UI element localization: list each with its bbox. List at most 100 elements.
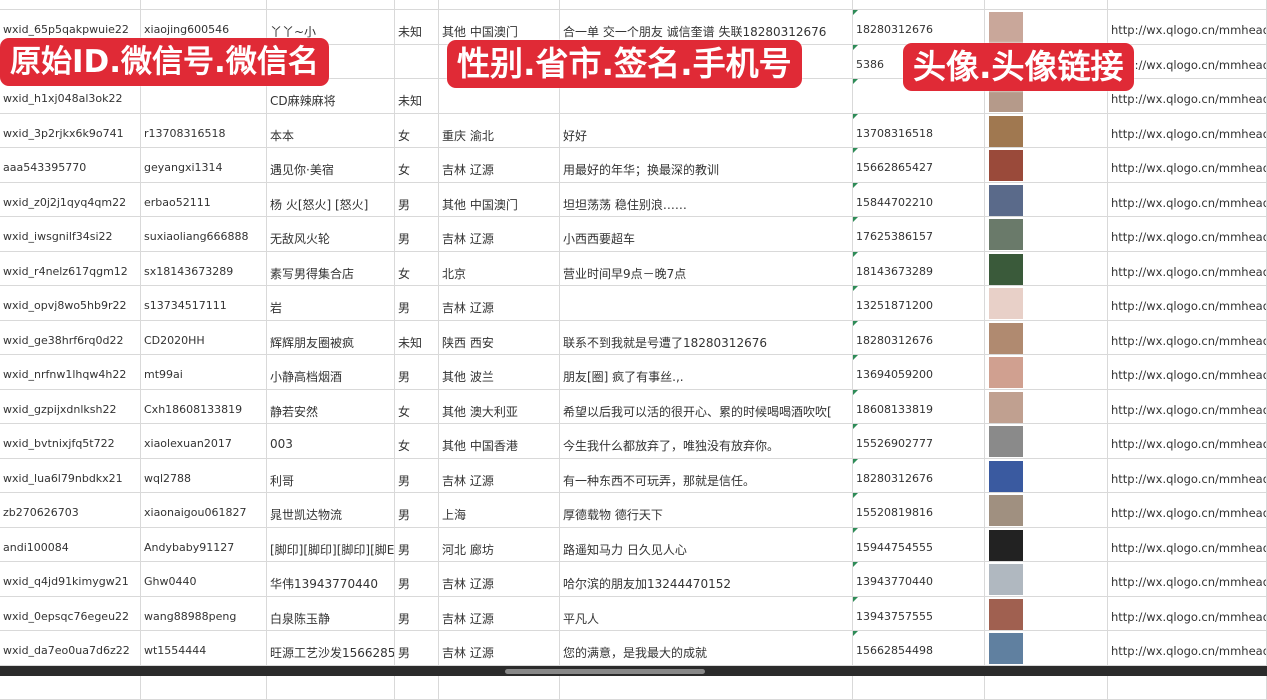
cell-region[interactable]: 其他 波兰 xyxy=(439,355,560,389)
cell-region[interactable]: 吉林 辽源 xyxy=(439,148,560,182)
cell-link[interactable] xyxy=(1108,0,1267,9)
cell-gender[interactable]: 男 xyxy=(395,355,439,389)
cell-gender[interactable]: 女 xyxy=(395,252,439,286)
cell-orig-id[interactable]: andi100084 xyxy=(0,528,141,562)
cell-region[interactable]: 吉林 辽源 xyxy=(439,217,560,251)
cell-phone[interactable]: 18608133819 xyxy=(853,390,985,424)
cell-orig-id[interactable]: wxid_gzpijxdnlksh22 xyxy=(0,390,141,424)
cell-phone[interactable]: 18280312676 xyxy=(853,321,985,355)
cell-orig-id[interactable]: wxid_da7eo0ua7d6z22 xyxy=(0,631,141,665)
cell-link[interactable]: http://wx.qlogo.cn/mmhead xyxy=(1108,10,1267,44)
avatar-image[interactable] xyxy=(989,185,1023,216)
cell-signature[interactable] xyxy=(560,0,853,9)
cell-link[interactable]: http://wx.qlogo.cn/mmhead xyxy=(1108,597,1267,631)
cell-link[interactable]: http://wx.qlogo.cn/mmhead xyxy=(1108,493,1267,527)
cell-wechat-id[interactable]: wt1554444 xyxy=(141,631,267,665)
cell-region[interactable]: 河北 廊坊 xyxy=(439,528,560,562)
cell-phone[interactable]: 17625386157 xyxy=(853,217,985,251)
cell-phone[interactable]: 18280312676 xyxy=(853,459,985,493)
cell-wechat-id[interactable]: CD2020HH xyxy=(141,321,267,355)
cell-wechat-id[interactable]: erbao52111 xyxy=(141,183,267,217)
cell-region[interactable]: 陕西 西安 xyxy=(439,321,560,355)
cell-wechat-id[interactable]: sx18143673289 xyxy=(141,252,267,286)
cell-phone[interactable]: 18280312676 xyxy=(853,10,985,44)
cell-signature[interactable]: 今生我什么都放弃了，唯独没有放弃你。 xyxy=(560,424,853,458)
cell-orig-id[interactable]: wxid_z0j2j1qyq4qm22 xyxy=(0,183,141,217)
cell-avatar[interactable] xyxy=(985,631,1108,665)
avatar-image[interactable] xyxy=(989,219,1023,250)
cell-link[interactable]: http://wx.qlogo.cn/mmhead xyxy=(1108,390,1267,424)
cell-name[interactable] xyxy=(267,0,395,9)
cell-phone[interactable]: 15944754555 xyxy=(853,528,985,562)
cell-signature[interactable]: 哈尔滨的朋友加13244470152 xyxy=(560,562,853,596)
cell-name[interactable]: 本本 xyxy=(267,114,395,148)
cell-region[interactable]: 吉林 辽源 xyxy=(439,597,560,631)
cell-phone[interactable] xyxy=(853,0,985,9)
cell-name[interactable]: 无敌风火轮 xyxy=(267,217,395,251)
cell-gender[interactable] xyxy=(395,0,439,9)
cell-name[interactable]: 岩 xyxy=(267,286,395,320)
cell-name[interactable]: 白泉陈玉静 xyxy=(267,597,395,631)
cell-avatar[interactable] xyxy=(985,183,1108,217)
cell-wechat-id[interactable]: Andybaby91127 xyxy=(141,528,267,562)
cell-signature[interactable]: 平凡人 xyxy=(560,597,853,631)
cell-wechat-id[interactable]: suxiaoliang666888 xyxy=(141,217,267,251)
cell-signature[interactable]: 营业时间早9点－晚7点 xyxy=(560,252,853,286)
cell-region[interactable]: 上海 xyxy=(439,493,560,527)
cell-phone[interactable]: 15662854498 xyxy=(853,631,985,665)
cell-avatar[interactable] xyxy=(985,562,1108,596)
cell-gender[interactable]: 男 xyxy=(395,183,439,217)
cell-signature[interactable]: 您的满意，是我最大的成就 xyxy=(560,631,853,665)
cell-region[interactable]: 其他 中国香港 xyxy=(439,424,560,458)
cell-link[interactable]: http://wx.qlogo.cn/mmhead xyxy=(1108,148,1267,182)
cell-phone[interactable]: 15844702210 xyxy=(853,183,985,217)
cell-avatar[interactable] xyxy=(985,597,1108,631)
cell-orig-id[interactable]: wxid_q4jd91kimygw21 xyxy=(0,562,141,596)
cell-phone[interactable]: 15526902777 xyxy=(853,424,985,458)
cell-gender[interactable]: 女 xyxy=(395,148,439,182)
cell-orig-id[interactable]: zb270626703 xyxy=(0,493,141,527)
cell-signature[interactable]: 联系不到我就是号遭了18280312676 xyxy=(560,321,853,355)
cell-wechat-id[interactable]: Ghw0440 xyxy=(141,562,267,596)
cell-avatar[interactable] xyxy=(985,355,1108,389)
cell-name[interactable]: 利哥 xyxy=(267,459,395,493)
avatar-image[interactable] xyxy=(989,495,1023,526)
cell-phone[interactable]: 13943770440 xyxy=(853,562,985,596)
cell-name[interactable]: 静若安然 xyxy=(267,390,395,424)
cell-link[interactable]: http://wx.qlogo.cn/mmhead xyxy=(1108,183,1267,217)
cell-link[interactable]: http://wx.qlogo.cn/mmhead xyxy=(1108,528,1267,562)
avatar-image[interactable] xyxy=(989,530,1023,561)
cell-wechat-id[interactable]: xiaolexuan2017 xyxy=(141,424,267,458)
cell-avatar[interactable] xyxy=(985,459,1108,493)
cell-signature[interactable]: 有一种东西不可玩弄，那就是信任。 xyxy=(560,459,853,493)
cell-wechat-id[interactable]: r13708316518 xyxy=(141,114,267,148)
cell-link[interactable]: http://wx.qlogo.cn/mmhead xyxy=(1108,459,1267,493)
cell-name[interactable]: 遇见你·美宿 xyxy=(267,148,395,182)
cell-avatar[interactable] xyxy=(985,0,1108,9)
cell-wechat-id[interactable]: xiaonaigou061827 xyxy=(141,493,267,527)
cell-avatar[interactable] xyxy=(985,528,1108,562)
cell-gender[interactable]: 女 xyxy=(395,424,439,458)
avatar-image[interactable] xyxy=(989,288,1023,319)
cell-region[interactable]: 吉林 辽源 xyxy=(439,459,560,493)
cell-phone[interactable]: 13251871200 xyxy=(853,286,985,320)
cell-gender[interactable]: 未知 xyxy=(395,79,439,113)
cell-name[interactable]: 旺源工艺沙发15662854 xyxy=(267,631,395,665)
cell-signature[interactable]: 坦坦荡荡 稳住别浪…… xyxy=(560,183,853,217)
cell-phone[interactable]: 13694059200 xyxy=(853,355,985,389)
cell-name[interactable]: [脚印][脚印][脚印][脚E xyxy=(267,528,395,562)
cell-wechat-id[interactable] xyxy=(141,0,267,9)
avatar-image[interactable] xyxy=(989,564,1023,595)
cell-gender[interactable]: 女 xyxy=(395,390,439,424)
cell-gender[interactable]: 男 xyxy=(395,597,439,631)
cell-avatar[interactable] xyxy=(985,286,1108,320)
cell-region[interactable] xyxy=(439,0,560,9)
cell-signature[interactable]: 小西西要超车 xyxy=(560,217,853,251)
cell-link[interactable]: http://wx.qlogo.cn/mmhead xyxy=(1108,321,1267,355)
cell-region[interactable]: 吉林 辽源 xyxy=(439,562,560,596)
avatar-image[interactable] xyxy=(989,599,1023,630)
cell-phone[interactable]: 13708316518 xyxy=(853,114,985,148)
cell-name[interactable]: 素写男得集合店 xyxy=(267,252,395,286)
cell-signature[interactable]: 希望以后我可以活的很开心、累的时候喝喝酒吹吹[ xyxy=(560,390,853,424)
cell-region[interactable]: 其他 中国澳门 xyxy=(439,183,560,217)
